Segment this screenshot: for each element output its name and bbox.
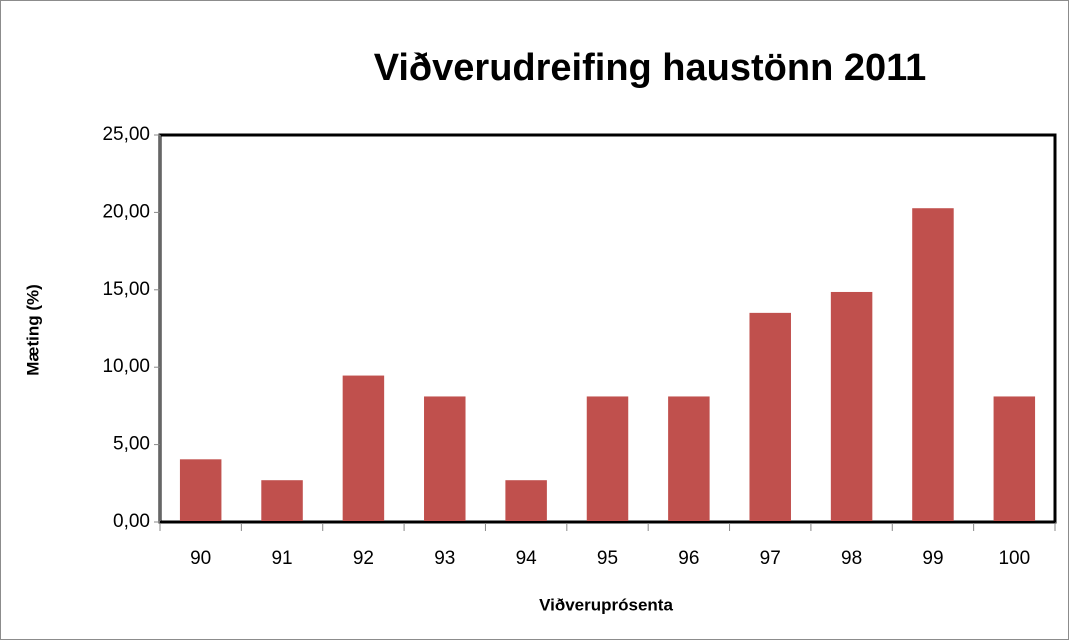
bar [668, 396, 710, 522]
bar [912, 208, 954, 522]
x-axis-label: Viðveruprósenta [539, 595, 673, 614]
x-tick-label: 90 [190, 548, 211, 569]
x-tick-label: 100 [998, 548, 1030, 569]
x-tick-label: 95 [597, 548, 618, 569]
y-tick-label: 25,00 [102, 124, 150, 145]
x-tick-label: 92 [353, 548, 374, 569]
bar [749, 312, 791, 522]
x-tick-label: 97 [760, 548, 781, 569]
bar [342, 375, 385, 522]
chart-title: Viðverudreifing haustönn 2011 [374, 47, 927, 89]
y-tick-label: 10,00 [102, 356, 150, 377]
bar [261, 480, 303, 522]
y-axis-label: Mæting (%) [23, 284, 42, 376]
x-tick-label: 91 [271, 548, 292, 569]
bar [830, 291, 873, 522]
bar [424, 396, 466, 522]
x-tick-label: 93 [434, 548, 455, 569]
bar [505, 480, 547, 522]
x-tick-label: 98 [841, 548, 862, 569]
bar [993, 396, 1036, 522]
y-tick-label: 20,00 [102, 201, 150, 222]
y-tick-label: 0,00 [113, 511, 150, 532]
bar [179, 459, 222, 522]
bar [586, 396, 629, 522]
y-tick-label: 5,00 [113, 434, 150, 455]
x-tick-label: 99 [922, 548, 943, 569]
y-tick-label: 15,00 [102, 279, 150, 300]
x-tick-label: 96 [678, 548, 699, 569]
x-tick-label: 94 [516, 548, 538, 569]
